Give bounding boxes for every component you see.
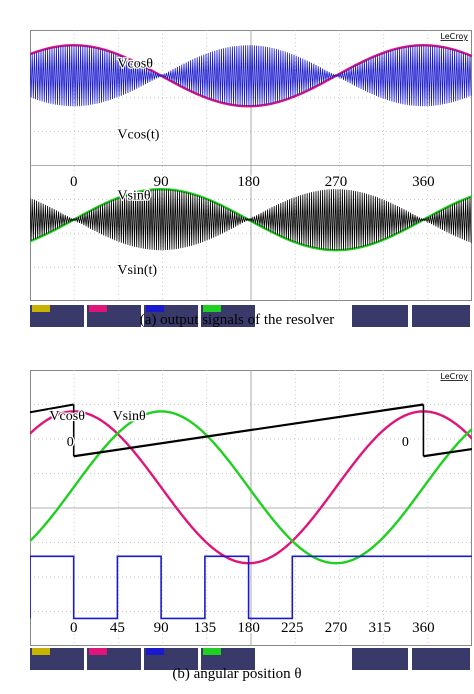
trace-label: Vsinθ bbox=[117, 188, 150, 203]
scope-status-bar-b bbox=[30, 646, 472, 672]
trace-label: 0 bbox=[67, 435, 74, 450]
figure-caption-b: (b) angular position θ bbox=[172, 666, 302, 682]
channel-color-tag bbox=[146, 648, 165, 655]
channel-color-tag bbox=[89, 305, 108, 312]
channel-color-tag bbox=[32, 648, 51, 655]
x-tick-label: 90 bbox=[154, 620, 169, 636]
channel-color-tag bbox=[32, 305, 51, 312]
channel-status-block bbox=[412, 648, 470, 670]
square-trace-3 bbox=[30, 555, 472, 620]
channel-status-block bbox=[201, 305, 255, 327]
channel-color-tag bbox=[203, 648, 222, 655]
scope-screen-a: LeCroy 0 90 180 270 360 Vcosθ Vcos(t) Vsinθ Vsin(… bbox=[30, 30, 472, 301]
carrier-trace-1 bbox=[30, 45, 472, 107]
trace-label: Vcosθ bbox=[117, 56, 153, 71]
figure-caption-a: (a) output signals of the resolver bbox=[139, 312, 335, 328]
trace-label: Vcos(t) bbox=[117, 127, 159, 142]
oscilloscope-plot-a: LeCroy 0 90 180 270 360 Vcosθ Vcos(t) Vsinθ Vsin(… bbox=[30, 30, 472, 301]
x-tick-label: 0 bbox=[70, 174, 78, 190]
channel-color-tag bbox=[89, 648, 108, 655]
trace-label: Vsin(t) bbox=[117, 263, 157, 278]
x-tick-label: 270 bbox=[325, 620, 348, 636]
x-tick-label: 90 bbox=[154, 174, 169, 190]
channel-color-tag bbox=[146, 305, 165, 312]
envelope-trace-1 bbox=[30, 410, 472, 565]
x-tick-label: 315 bbox=[368, 620, 391, 636]
channel-status-block bbox=[87, 305, 141, 327]
x-tick-label: 180 bbox=[237, 620, 259, 636]
trace-label: Vcosθ bbox=[49, 409, 85, 424]
x-tick-label: 45 bbox=[110, 620, 125, 636]
channel-status-block bbox=[30, 305, 84, 327]
channel-status-block bbox=[87, 648, 141, 670]
channel-status-block bbox=[144, 648, 198, 670]
channel-status-block bbox=[352, 648, 408, 670]
x-tick-label: 0 bbox=[70, 620, 78, 636]
carrier-trace-3 bbox=[30, 189, 472, 251]
x-tick-label: 360 bbox=[412, 620, 435, 636]
oscilloscope-plot-b: LeCroy 0 45 90 135 180 225 270 315 360 Vcosθ Vsinθ 0… bbox=[30, 370, 472, 646]
x-tick-label: 135 bbox=[194, 620, 217, 636]
scope-screen-b: LeCroy 0 45 90 135 180 225 270 315 360 Vcosθ Vsinθ 0… bbox=[30, 370, 472, 646]
ramp-segment bbox=[423, 447, 472, 458]
channel-status-block bbox=[201, 648, 255, 670]
x-tick-label: 225 bbox=[281, 620, 304, 636]
x-tick-label: 360 bbox=[412, 174, 435, 190]
trace-label: 0 bbox=[402, 435, 409, 450]
channel-status-block bbox=[352, 305, 408, 327]
trace-label: Vsinθ bbox=[113, 409, 146, 424]
channel-status-block bbox=[30, 648, 84, 670]
envelope-trace-0 bbox=[30, 410, 472, 565]
ramp-segment bbox=[73, 403, 424, 458]
scope-status-bar-a bbox=[30, 303, 472, 329]
channel-status-block bbox=[144, 305, 198, 327]
x-tick-label: 180 bbox=[237, 174, 259, 190]
x-tick-label: 270 bbox=[325, 174, 348, 190]
channel-color-tag bbox=[203, 305, 222, 312]
channel-status-block bbox=[412, 305, 470, 327]
lecroy-logo: LeCroy bbox=[440, 372, 468, 381]
lecroy-logo: LeCroy bbox=[440, 32, 468, 41]
ramp-segment bbox=[30, 403, 74, 414]
